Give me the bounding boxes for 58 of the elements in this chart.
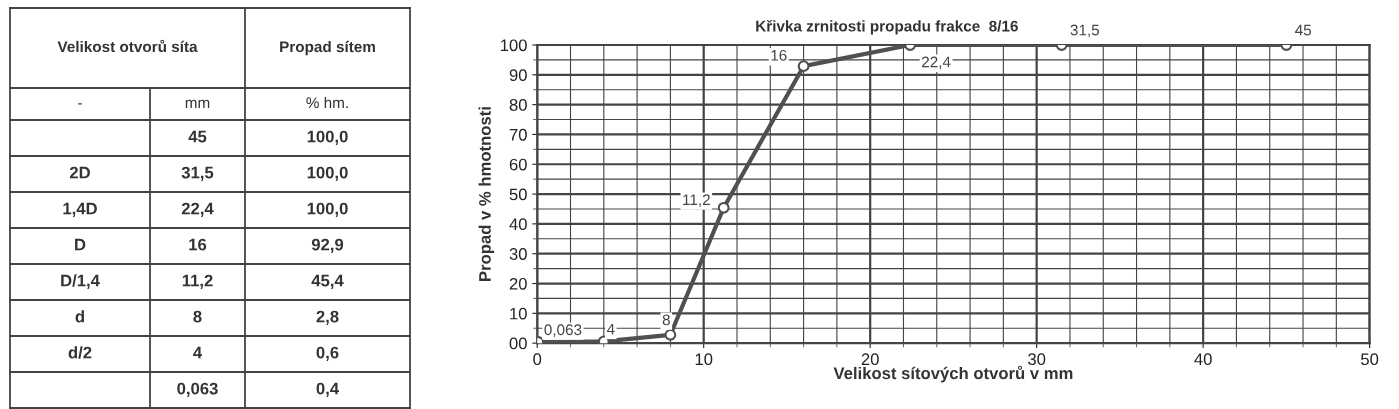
y-tick-label: 60 xyxy=(509,158,527,171)
y-tick-label: 00 xyxy=(509,337,527,350)
text: mm xyxy=(185,99,210,108)
text: 100,0 xyxy=(307,130,348,145)
text: 100,0 xyxy=(307,202,348,217)
text: 22,4 xyxy=(181,202,214,217)
text: 2D xyxy=(69,166,90,179)
text: 45,4 xyxy=(311,274,344,289)
text: Propad sítem xyxy=(280,40,375,56)
annotation: 4 xyxy=(606,323,615,335)
annotation: 16 xyxy=(771,49,787,61)
text: 1,4D xyxy=(63,202,97,217)
text: 31,5 xyxy=(181,166,214,181)
x-tick-label: 30 xyxy=(1028,353,1046,366)
text: d xyxy=(75,310,84,323)
text: D xyxy=(75,238,86,251)
text: d/2 xyxy=(68,346,92,359)
x-tick-label: 20 xyxy=(861,353,879,366)
text: 0,4 xyxy=(316,382,339,397)
annotation: 31,5 xyxy=(1070,24,1100,38)
text: 4 xyxy=(193,346,203,359)
chart-title: Křivka zrnitosti propadu frakce 8/16 xyxy=(756,19,1018,35)
x-tick-label: 50 xyxy=(1361,353,1379,366)
x-tick-label: 0 xyxy=(533,353,542,366)
text: 16 xyxy=(189,238,207,251)
annotation: 11,2 xyxy=(683,194,710,207)
y-axis-title: Propad v % hmotnosti xyxy=(478,107,495,281)
point xyxy=(717,201,730,214)
y-tick-label: 40 xyxy=(509,218,527,231)
y-tick-label: 20 xyxy=(509,277,527,290)
x-tick-label: 10 xyxy=(695,353,713,366)
text: 8 xyxy=(193,310,202,323)
y-tick-label: 50 xyxy=(509,188,527,201)
text: 45 xyxy=(188,130,207,143)
text: D/1,4 xyxy=(61,274,100,289)
annotation: 22,4 xyxy=(922,56,951,70)
text: - xyxy=(78,103,82,105)
annotation: 45 xyxy=(1295,24,1312,36)
text: 11,2 xyxy=(182,274,213,289)
y-tick-label: 70 xyxy=(509,128,527,141)
x-axis-title: Velikost sítových otvorů v mm xyxy=(833,365,1073,383)
text: 0,063 xyxy=(177,382,218,397)
point xyxy=(797,60,810,73)
x-tick-label: 40 xyxy=(1194,353,1212,366)
text: 0,6 xyxy=(316,346,339,361)
annotation: 0,063 xyxy=(544,324,582,337)
text: % hm. xyxy=(306,96,348,109)
text: 2,8 xyxy=(316,310,339,325)
annotation: 8 xyxy=(662,314,670,326)
text: 100,0 xyxy=(307,166,348,181)
point xyxy=(664,328,677,341)
y-tick-label: 100 xyxy=(500,39,527,52)
text: 92,9 xyxy=(311,238,344,253)
text: Velikost otvorů síta xyxy=(57,39,198,53)
y-tick-label: 80 xyxy=(509,99,527,111)
y-tick-label: 30 xyxy=(509,248,527,260)
y-tick-label: 90 xyxy=(509,69,527,82)
y-tick-label: 10 xyxy=(510,307,527,320)
